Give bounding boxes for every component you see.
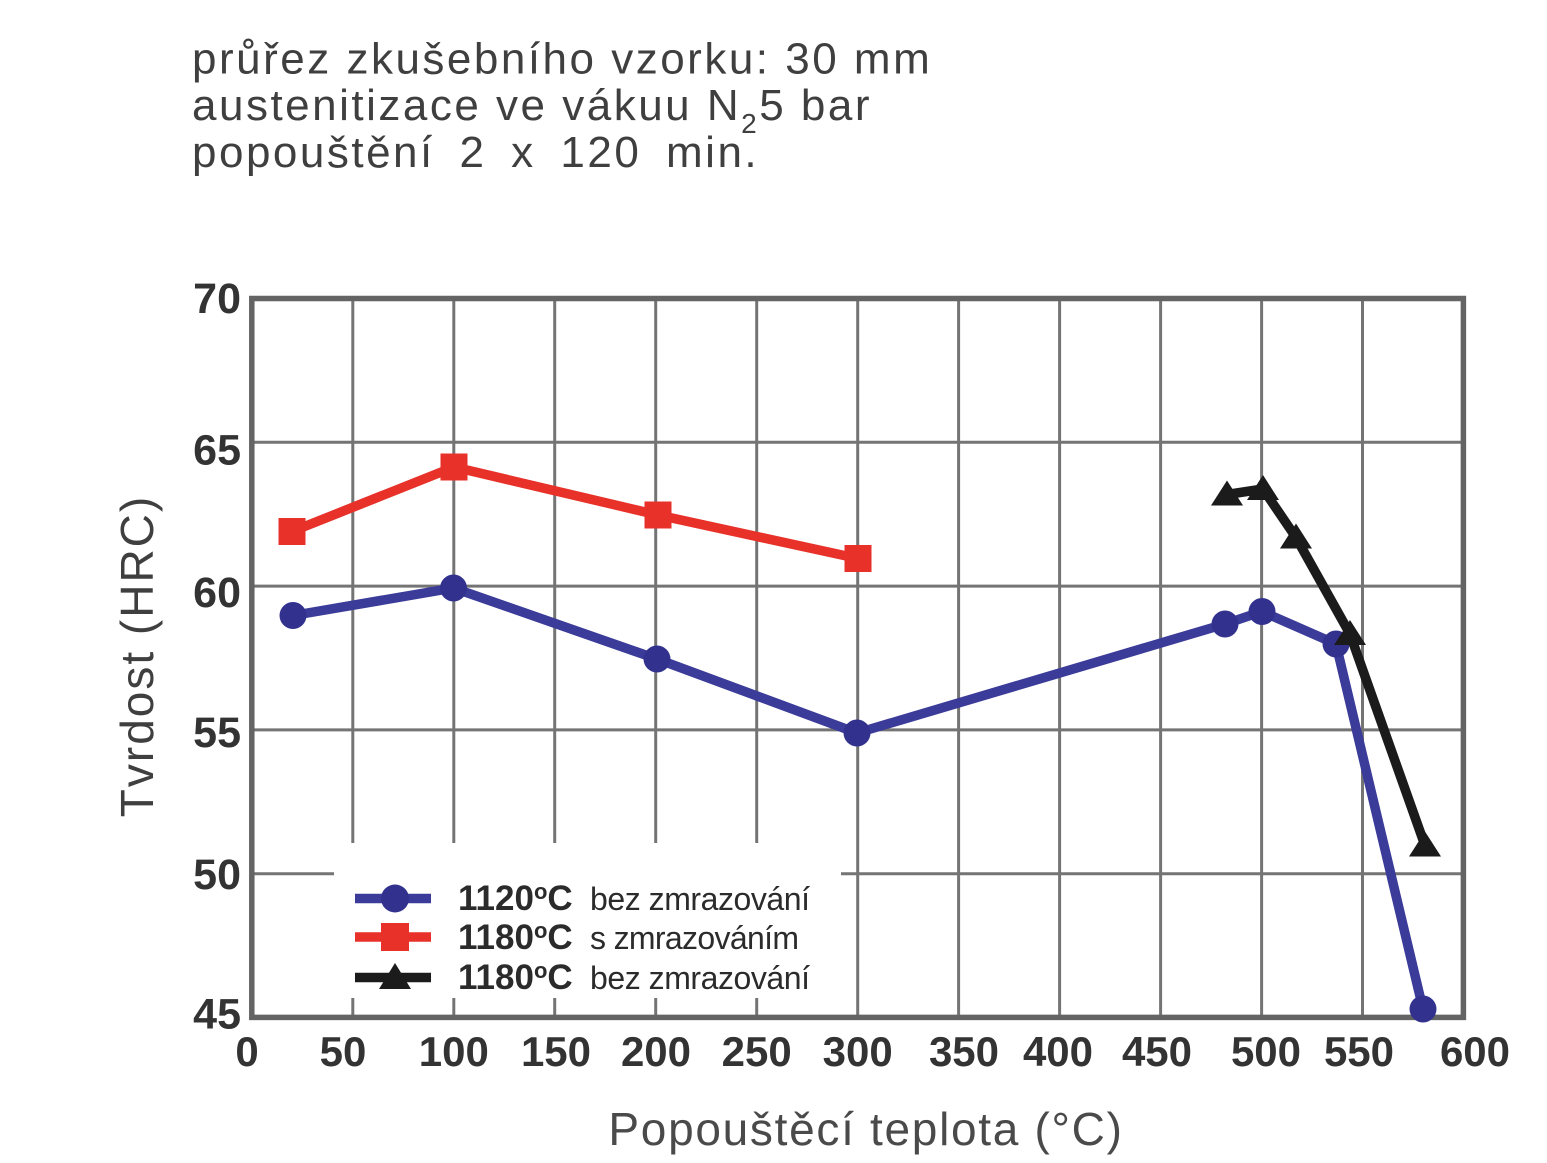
svg-text:550: 550 bbox=[1324, 1028, 1394, 1075]
svg-text:popouštění 2 x 120 min.: popouštění 2 x 120 min. bbox=[192, 128, 759, 177]
svg-text:60: 60 bbox=[193, 569, 241, 617]
svg-text:Tvrdost (HRC): Tvrdost (HRC) bbox=[111, 495, 163, 817]
svg-text:70: 70 bbox=[193, 275, 241, 323]
svg-text:45: 45 bbox=[193, 991, 241, 1039]
svg-text:450: 450 bbox=[1122, 1028, 1192, 1075]
svg-text:500: 500 bbox=[1231, 1028, 1301, 1075]
svg-text:55: 55 bbox=[193, 709, 241, 757]
svg-text:250: 250 bbox=[722, 1028, 792, 1075]
svg-text:300: 300 bbox=[823, 1028, 893, 1075]
svg-text:350: 350 bbox=[929, 1028, 999, 1075]
svg-text:65: 65 bbox=[193, 427, 241, 475]
svg-text:400: 400 bbox=[1023, 1028, 1093, 1075]
svg-text:200: 200 bbox=[621, 1028, 691, 1075]
svg-text:50: 50 bbox=[320, 1028, 367, 1075]
svg-text:150: 150 bbox=[521, 1028, 591, 1075]
svg-text:100: 100 bbox=[419, 1028, 489, 1075]
svg-text:s zmrazováním: s zmrazováním bbox=[590, 920, 799, 956]
svg-text:0: 0 bbox=[235, 1028, 258, 1075]
svg-text:1180oC: 1180oC bbox=[458, 958, 573, 997]
svg-text:1180oC: 1180oC bbox=[458, 918, 573, 957]
svg-text:600: 600 bbox=[1440, 1028, 1510, 1075]
svg-text:50: 50 bbox=[193, 851, 241, 899]
svg-text:Popouštěcí teplota (°C): Popouštěcí teplota (°C) bbox=[608, 1103, 1123, 1155]
svg-text:1120oC: 1120oC bbox=[458, 879, 573, 918]
svg-text:bez zmrazování: bez zmrazování bbox=[590, 960, 810, 996]
svg-text:bez zmrazování: bez zmrazování bbox=[590, 881, 810, 917]
svg-text:průřez zkušebního vzorku: 30 m: průřez zkušebního vzorku: 30 mm bbox=[192, 35, 932, 84]
